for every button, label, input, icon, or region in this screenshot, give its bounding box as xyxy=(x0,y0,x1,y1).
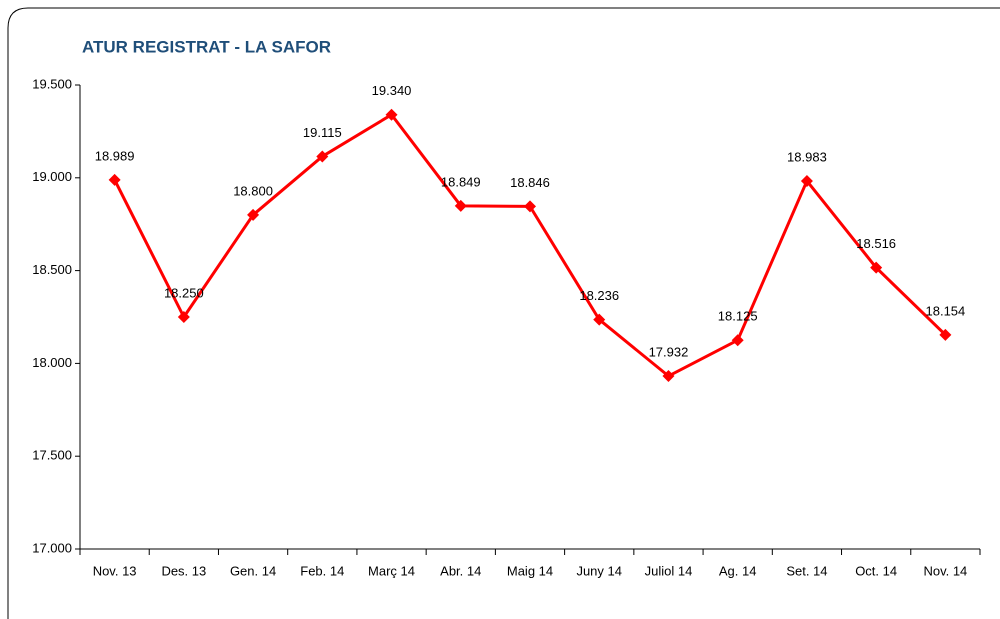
y-tick-label: 19.000 xyxy=(32,169,72,184)
y-tick-label: 17.500 xyxy=(32,448,72,463)
x-tick-label: Nov. 13 xyxy=(93,563,137,578)
x-tick-label: Ag. 14 xyxy=(719,563,757,578)
data-label: 18.800 xyxy=(233,183,273,198)
marker xyxy=(108,173,121,186)
x-tick-label: Feb. 14 xyxy=(300,563,344,578)
x-tick-label: Nov. 14 xyxy=(923,563,967,578)
marker xyxy=(939,328,952,341)
marker xyxy=(731,334,744,347)
data-label: 18.250 xyxy=(164,285,204,300)
y-tick-label: 17.000 xyxy=(32,540,72,555)
y-tick-label: 18.500 xyxy=(32,262,72,277)
marker xyxy=(593,313,606,326)
x-tick-label: Gen. 14 xyxy=(230,563,276,578)
data-label: 19.115 xyxy=(303,125,342,140)
y-tick-label: 18.000 xyxy=(32,355,72,370)
marker xyxy=(454,199,467,212)
data-label: 18.516 xyxy=(856,236,896,251)
data-label: 18.236 xyxy=(579,288,619,303)
marker xyxy=(800,174,813,187)
x-tick-label: Set. 14 xyxy=(786,563,827,578)
x-tick-label: Des. 13 xyxy=(161,563,206,578)
x-tick-label: Juliol 14 xyxy=(645,563,693,578)
x-tick-label: Oct. 14 xyxy=(855,563,897,578)
data-label: 18.849 xyxy=(441,174,481,189)
marker xyxy=(247,208,260,221)
marker xyxy=(662,370,675,383)
marker xyxy=(870,261,883,274)
marker xyxy=(524,200,536,213)
chart-title: ATUR REGISTRAT - LA SAFOR xyxy=(82,37,331,56)
data-label: 19.340 xyxy=(372,83,412,98)
marker xyxy=(316,150,329,163)
data-label: 18.989 xyxy=(95,148,135,163)
x-tick-label: Juny 14 xyxy=(576,563,622,578)
x-tick-label: Abr. 14 xyxy=(440,563,481,578)
x-tick-label: Maig 14 xyxy=(507,563,553,578)
data-label: 18.846 xyxy=(510,175,550,190)
data-label: 18.983 xyxy=(787,149,827,164)
marker xyxy=(177,311,190,323)
data-label: 18.154 xyxy=(926,303,966,318)
data-label: 17.932 xyxy=(649,344,689,359)
data-label: 18.125 xyxy=(718,309,758,324)
marker xyxy=(385,108,398,121)
chart-border xyxy=(7,7,1000,619)
y-tick-label: 19.500 xyxy=(32,76,72,91)
x-tick-label: Març 14 xyxy=(368,563,415,578)
